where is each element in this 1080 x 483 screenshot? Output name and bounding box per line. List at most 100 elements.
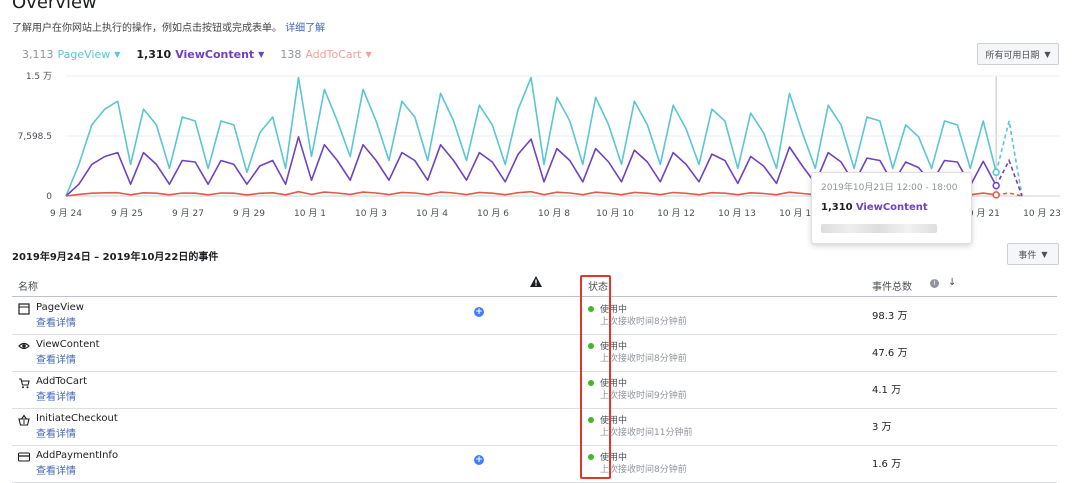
col-total[interactable]: 事件总数	[872, 282, 912, 293]
metric-pageview[interactable]: 3,113 PageView ▼	[22, 48, 120, 61]
metric-label: PageView	[57, 48, 111, 61]
x-tick-label: 9 月 29	[233, 208, 265, 219]
card-icon	[17, 451, 31, 463]
event-total: 98.3 万	[872, 311, 908, 322]
x-tick-label: 10 月 6	[477, 208, 509, 219]
events-dropdown-button[interactable]: 事件 ▼	[1007, 243, 1059, 265]
col-status[interactable]: 状态	[588, 282, 608, 293]
series-line-pageview	[65, 76, 997, 197]
col-name[interactable]: 名称	[18, 282, 38, 293]
y-tick-label: 0	[46, 192, 52, 202]
y-tick-label: 7,598.5	[18, 132, 52, 142]
tooltip-redacted	[821, 224, 937, 233]
last-received: 上次接收时间8分钟前	[600, 465, 687, 475]
x-tick-label: 10 月 13	[718, 208, 756, 219]
event-total: 47.6 万	[872, 348, 908, 359]
event-name: AddPaymentInfo	[36, 450, 119, 461]
eye-icon	[18, 340, 30, 352]
learn-more-link[interactable]: 详细了解	[285, 23, 326, 34]
last-received: 上次接收时间11分钟前	[600, 428, 693, 438]
hover-point-pageview	[992, 168, 1000, 177]
status-text: 使用中	[600, 379, 628, 389]
status-dot	[588, 417, 594, 423]
chevron-down-icon: ▼	[365, 50, 372, 59]
event-name: InitiateCheckout	[36, 413, 118, 424]
warning-icon	[530, 276, 542, 290]
y-tick-label: 1.5 万	[26, 72, 52, 82]
status-dot	[588, 380, 594, 386]
status-dot	[588, 454, 594, 460]
cart-icon	[18, 377, 30, 389]
table-header: 名称 状态 事件总数 i ↓	[12, 272, 1057, 297]
sort-arrow-icon[interactable]: ↓	[948, 277, 957, 288]
status-highlight-box	[580, 275, 611, 479]
view-details-link[interactable]: 查看详情	[36, 466, 76, 477]
table-row[interactable]: ViewContent 查看详情 使用中 上次接收时间8分钟前 47.6 万	[12, 334, 1057, 372]
status-dot	[588, 343, 594, 349]
x-tick-label: 9 月 24	[50, 208, 82, 219]
series-projection-viewcontent	[995, 158, 1023, 197]
page-icon	[18, 303, 30, 315]
add-icon[interactable]: +	[474, 455, 484, 465]
table-row[interactable]: AddToCart 查看详情 使用中 上次接收时间9分钟前 4.1 万	[12, 371, 1057, 409]
x-tick-label: 9 月 25	[111, 208, 143, 219]
view-details-link[interactable]: 查看详情	[36, 392, 76, 403]
x-tick-label: 10 月 3	[355, 208, 387, 219]
status-text: 使用中	[600, 416, 628, 426]
chevron-down-icon: ▼	[114, 50, 121, 59]
metric-value: 1,310	[136, 48, 172, 61]
x-tick-label: 10 月 15	[779, 208, 817, 219]
x-tick-label: 9 月 27	[172, 208, 204, 219]
x-tick-label: 10 月 10	[596, 208, 634, 219]
table-row[interactable]: InitiateCheckout 查看详情 使用中上次接收时间11分钟前 3 万	[12, 408, 1057, 446]
hover-point-viewcontent	[992, 181, 1000, 190]
metric-viewcontent[interactable]: 1,310 ViewContent ▼	[136, 48, 264, 61]
event-total: 3 万	[872, 422, 892, 433]
view-details-link[interactable]: 查看详情	[36, 429, 76, 440]
caret-down-icon: ▼	[1041, 249, 1048, 259]
date-filter-dropdown[interactable]: 所有可用日期 ▼	[977, 43, 1059, 65]
metric-value: 138	[280, 48, 302, 61]
hover-point-addtocart	[992, 191, 1000, 199]
status-text: 使用中	[600, 453, 628, 463]
metric-selector: 3,113 PageView ▼ 1,310 ViewContent ▼ 138…	[22, 48, 372, 61]
view-details-link[interactable]: 查看详情	[36, 318, 76, 329]
x-tick-label: 10 月 1	[294, 208, 326, 219]
tooltip-value-line: 1,310 ViewContent	[821, 202, 928, 213]
series-projection-pageview	[995, 120, 1023, 197]
event-total: 1.6 万	[872, 459, 902, 470]
view-details-link[interactable]: 查看详情	[36, 355, 76, 366]
table-row[interactable]: PageView 查看详情 + 使用中上次接收时间8分钟前 98.3 万	[12, 297, 1057, 335]
status-text: 使用中	[600, 305, 628, 315]
page-subtitle: 了解用户在你网站上执行的操作，例如点击按钮或完成表单。 详细了解	[12, 19, 325, 34]
info-icon[interactable]: i	[930, 279, 939, 288]
x-tick-label: 10 月 12	[657, 208, 695, 219]
tooltip-value: 1,310	[821, 202, 853, 213]
subtitle-text: 了解用户在你网站上执行的操作，例如点击按钮或完成表单。	[12, 23, 282, 34]
last-received: 上次接收时间8分钟前	[600, 354, 687, 364]
series-projection-addtocart	[996, 192, 1023, 197]
chart-tooltip: 2019年10月21日 12:00 - 18:00 1,310 ViewCont…	[811, 172, 972, 244]
last-received: 上次接收时间9分钟前	[600, 391, 687, 401]
tooltip-label: ViewContent	[855, 202, 928, 213]
event-name: AddToCart	[36, 376, 88, 387]
x-tick-label: 10 月 8	[538, 208, 570, 219]
metric-value: 3,113	[22, 48, 54, 61]
table-row[interactable]: AddPaymentInfo 查看详情 + 使用中上次接收时间8分钟前 1.6 万	[12, 445, 1057, 483]
basket-icon	[18, 414, 30, 426]
metric-label: ViewContent	[175, 48, 255, 61]
last-received: 上次接收时间8分钟前	[600, 317, 687, 327]
event-name: PageView	[36, 302, 84, 313]
series-line-viewcontent	[65, 136, 997, 197]
chevron-down-icon: ▼	[258, 50, 265, 59]
date-filter-label: 所有可用日期	[985, 50, 1040, 61]
caret-down-icon: ▼	[1044, 49, 1051, 59]
metric-addtocart[interactable]: 138 AddToCart ▼	[280, 48, 371, 61]
add-icon[interactable]: +	[474, 307, 484, 317]
tooltip-date: 2019年10月21日 12:00 - 18:00	[821, 183, 958, 193]
x-tick-label: 10 月 23	[1023, 208, 1061, 219]
page-title: Overview	[12, 0, 97, 13]
x-tick-label: 10 月 21	[962, 208, 1000, 219]
status-dot	[588, 306, 594, 312]
event-name: ViewContent	[36, 339, 100, 350]
